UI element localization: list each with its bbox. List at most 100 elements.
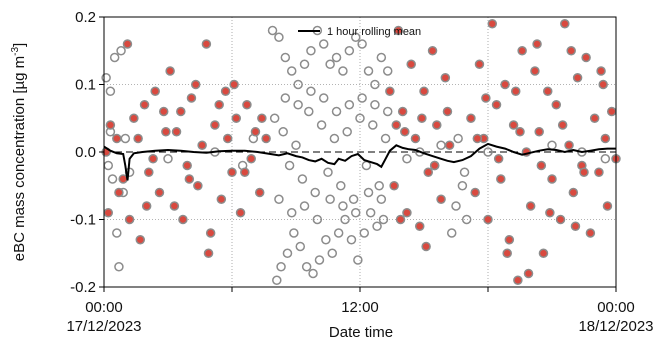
data-point-red — [534, 127, 544, 137]
x-ticks: 00:00 17/12/2023 12:00 00:00 18/12/2023 — [66, 287, 654, 335]
data-point-gray — [382, 106, 393, 117]
data-point-red — [579, 167, 589, 177]
data-point-gray — [370, 100, 380, 110]
data-point-red — [444, 140, 455, 150]
data-point-gray — [325, 59, 335, 69]
data-point-gray — [308, 268, 318, 279]
data-point-red — [242, 100, 252, 110]
data-point-gray — [414, 147, 425, 157]
data-point-gray — [114, 262, 124, 272]
data-point-red — [114, 187, 124, 198]
data-point-red — [466, 113, 476, 123]
y-tick-label: 0.2 — [75, 9, 96, 26]
data-point-red — [144, 167, 154, 177]
data-point-gray — [325, 194, 335, 204]
data-point-red — [594, 167, 604, 177]
data-point-red — [190, 79, 201, 90]
data-point-gray — [459, 167, 470, 177]
data-point-red — [176, 106, 186, 117]
data-point-gray — [297, 174, 308, 184]
data-point-red — [193, 181, 203, 191]
data-point-gray — [105, 86, 116, 96]
data-point-gray — [338, 201, 348, 211]
data-point-gray — [329, 133, 340, 144]
data-point-gray — [372, 221, 382, 231]
data-point-red — [148, 154, 158, 164]
data-point-gray — [350, 208, 361, 218]
y-tick-label: 0.0 — [75, 144, 96, 161]
data-point-gray — [318, 93, 329, 103]
data-point-gray — [382, 66, 393, 76]
data-point-red — [470, 187, 480, 198]
data-point-gray — [323, 167, 333, 177]
data-point-red — [536, 160, 547, 171]
data-point-gray — [368, 120, 378, 130]
data-point-red — [523, 268, 534, 279]
data-point-red — [391, 120, 402, 130]
data-point-gray — [278, 127, 288, 137]
data-point-gray — [374, 181, 384, 191]
data-point-gray — [321, 235, 331, 245]
data-point-gray — [331, 106, 342, 117]
data-point-gray — [276, 262, 286, 272]
data-point-red — [201, 39, 212, 49]
legend: 1 hour rolling mean — [298, 26, 421, 38]
data-point-red — [606, 106, 617, 117]
data-point-gray — [109, 52, 120, 63]
data-point-red — [220, 86, 231, 96]
data-point-red — [210, 120, 220, 130]
data-point-red — [229, 79, 239, 90]
data-point-red — [112, 133, 122, 144]
data-point-gray — [344, 100, 355, 110]
data-point-red — [508, 120, 519, 130]
data-point-gray — [310, 187, 320, 198]
data-point-gray — [355, 113, 365, 123]
data-point-red — [161, 127, 171, 137]
data-point-gray — [348, 194, 359, 204]
data-point-red — [203, 248, 214, 258]
data-point-red — [186, 93, 197, 103]
data-point-red — [427, 46, 438, 56]
x-tick-date-label: 17/12/2023 — [66, 318, 141, 335]
data-point-red — [214, 100, 224, 110]
data-point-red — [246, 154, 256, 164]
data-point-gray — [289, 228, 299, 238]
data-point-red — [182, 160, 192, 171]
y-ticks: -0.2 -0.1 0.0 0.1 0.2 — [70, 9, 104, 296]
data-point-gray — [461, 214, 472, 225]
data-point-red — [538, 248, 549, 258]
data-point-red — [568, 187, 579, 198]
data-point-red — [517, 46, 527, 56]
data-point-red — [557, 120, 568, 130]
data-point-red — [135, 235, 146, 245]
y-axis-label-tail: ] — [11, 43, 28, 47]
data-point-red — [227, 167, 237, 177]
data-point-red — [257, 113, 267, 123]
data-point-red — [504, 235, 515, 245]
data-point-red — [432, 120, 442, 130]
data-point-gray — [293, 79, 303, 90]
data-point-red — [530, 66, 540, 76]
data-point-red — [551, 100, 562, 110]
data-point-red — [419, 86, 429, 96]
data-point-red — [510, 86, 521, 96]
data-point-red — [150, 86, 160, 96]
data-point-red — [216, 194, 227, 204]
data-point-gray — [314, 255, 325, 265]
data-point-red — [124, 214, 135, 225]
data-point-red — [169, 201, 180, 211]
data-point-gray — [342, 127, 352, 137]
data-point-red — [414, 221, 425, 231]
y-tick-label: -0.2 — [70, 279, 96, 296]
data-point-red — [129, 113, 139, 123]
data-point-red — [560, 19, 570, 29]
data-point-red — [261, 133, 271, 144]
data-point-red — [231, 113, 242, 123]
y-axis-label-sup: -3 — [10, 47, 21, 56]
data-point-gray — [363, 66, 374, 76]
data-point-red — [184, 174, 195, 184]
y-axis-label: eBC mass concentration [µg m-3] — [10, 43, 28, 261]
data-point-red — [105, 120, 116, 130]
data-point-gray — [370, 79, 380, 90]
data-point-gray — [101, 73, 111, 83]
